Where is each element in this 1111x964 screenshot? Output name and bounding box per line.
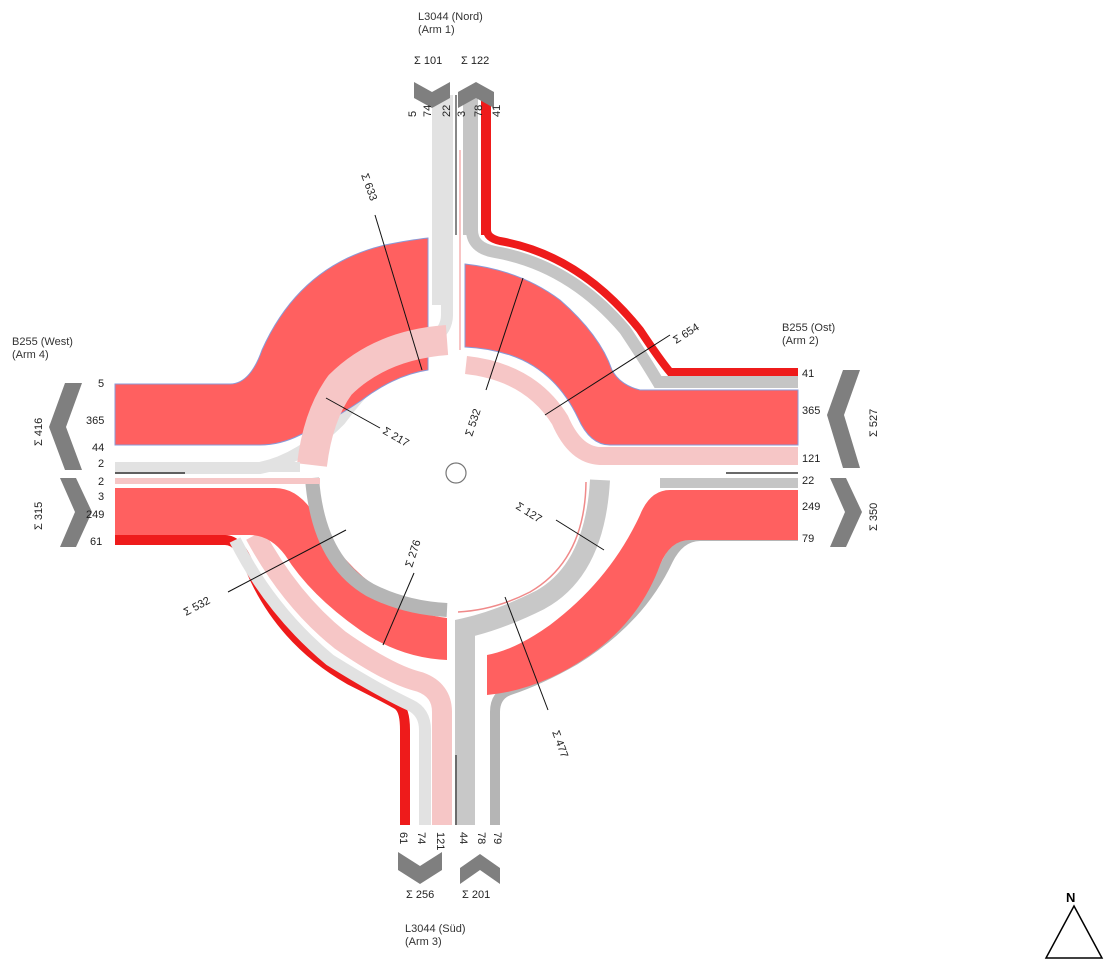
south-sum-in: Σ 201	[462, 889, 490, 901]
cut-nw-outer-label: Σ 633	[358, 172, 379, 203]
west-lane-out-1: 3	[98, 491, 104, 503]
nw-inner-ring-pink	[297, 325, 449, 467]
east-arm-sub: (Arm 2)	[782, 335, 819, 347]
se-inner-ring-gray	[455, 479, 610, 825]
south-arm-name: L3044 (Süd)	[405, 923, 466, 935]
cut-ne-inner-label: Σ 532	[463, 407, 483, 438]
north-lane-out-1: 78	[473, 105, 485, 117]
cut-se-outer-label: Σ 477	[549, 729, 570, 760]
ne-flow-gray	[466, 95, 798, 388]
south-out-chevron-icon	[460, 854, 500, 884]
se-inner-thin-red	[457, 481, 587, 613]
south-sum-out: Σ 256	[406, 889, 434, 901]
south-in-chevron-icon	[398, 852, 442, 884]
north-lane-out-2: 41	[491, 105, 503, 117]
se-flow-heavy	[487, 490, 798, 695]
ne-inner-ring-pink	[464, 356, 798, 465]
east-in-chevron-icon	[827, 370, 860, 468]
cut-ne-outer	[544, 334, 671, 416]
west-lane-thin	[115, 478, 320, 484]
east-arm-name: B255 (Ost)	[782, 322, 835, 334]
east-lane-in-1: 365	[802, 405, 820, 417]
cut-sw-outer	[227, 529, 347, 593]
north-out-chevron-icon	[458, 82, 494, 108]
west-in-chevron-icon	[49, 383, 82, 470]
cut-sw-inner	[382, 572, 415, 646]
north-lane-gray	[463, 95, 477, 235]
cut-nw-outer	[374, 214, 423, 371]
north-lane-in-1: 74	[422, 105, 434, 117]
cut-sw-outer-label: Σ 532	[182, 595, 213, 619]
south-lane-in-2: 79	[491, 832, 503, 844]
sw-inner-ring-gray	[305, 477, 448, 617]
east-sum-in: Σ 527	[868, 409, 880, 437]
west-arm-sub: (Arm 4)	[12, 349, 49, 361]
east-lane-in-0: 41	[802, 368, 814, 380]
north-sum-in: Σ 101	[414, 55, 442, 67]
west-sum-out: Σ 315	[33, 502, 45, 530]
north-arm-sub: (Arm 1)	[418, 24, 455, 36]
east-out-chevron-icon	[830, 478, 862, 547]
west-lane-in-0: 5	[98, 378, 104, 390]
west-out-chevron-icon	[60, 478, 92, 547]
ne-flow-heavy	[464, 263, 799, 446]
west-arm-name: B255 (West)	[12, 336, 73, 348]
north-sum-out: Σ 122	[461, 55, 489, 67]
west-lane-out-3: 61	[90, 536, 102, 548]
south-lane-in-1: 78	[475, 832, 487, 844]
west-lane-in-1: 365	[86, 415, 104, 427]
cut-ne-outer-label: Σ 654	[671, 321, 701, 346]
cut-se-inner	[555, 519, 605, 551]
east-lane-out-2: 79	[802, 533, 814, 545]
roundabout-center-island	[445, 462, 467, 484]
north-lane-out-0: 3	[456, 111, 468, 117]
north-lane-red	[481, 95, 489, 235]
north-lane-in-0: 5	[407, 111, 419, 117]
east-lane-gray	[660, 478, 798, 488]
east-lane-out-0: 22	[802, 475, 814, 487]
west-lane-in-2: 44	[92, 442, 104, 454]
south-lane-out-2: 121	[434, 832, 446, 850]
west-lane-light	[115, 462, 300, 472]
cut-sw-inner-label: Σ 276	[403, 538, 423, 569]
cut-ne-inner	[485, 277, 524, 391]
north-arrow-icon	[1044, 904, 1104, 959]
south-arm-sub: (Arm 3)	[405, 936, 442, 948]
cut-se-inner-label: Σ 127	[513, 500, 543, 525]
ne-flow-red	[483, 95, 798, 376]
sw-flow-heavy	[115, 488, 447, 660]
east-lane-in-2: 121	[802, 453, 820, 465]
north-in-chevron-icon	[414, 82, 450, 108]
west-lane-in-3: 2	[98, 458, 104, 470]
west-lane-out-2: 249	[86, 509, 104, 521]
sw-flow-gray	[229, 537, 431, 825]
east-lane-out-1: 249	[802, 501, 820, 513]
south-lane-in-0: 44	[457, 832, 469, 844]
cut-nw-inner	[325, 397, 381, 429]
west-sum-in: Σ 416	[33, 418, 45, 446]
north-arm-name: L3044 (Nord)	[418, 11, 483, 23]
north-lane-light	[432, 95, 448, 305]
north-arrow-label: N	[1066, 890, 1075, 905]
south-lane-out-0: 61	[397, 832, 409, 844]
cut-nw-inner-label: Σ 217	[381, 425, 411, 450]
south-lane-out-1: 74	[415, 832, 427, 844]
east-sum-out: Σ 350	[868, 503, 880, 531]
cut-se-outer	[504, 596, 549, 711]
west-lane-out-0: 2	[98, 476, 104, 488]
north-lane-in-2: 22	[441, 105, 453, 117]
sw-flow-pink	[246, 530, 452, 825]
